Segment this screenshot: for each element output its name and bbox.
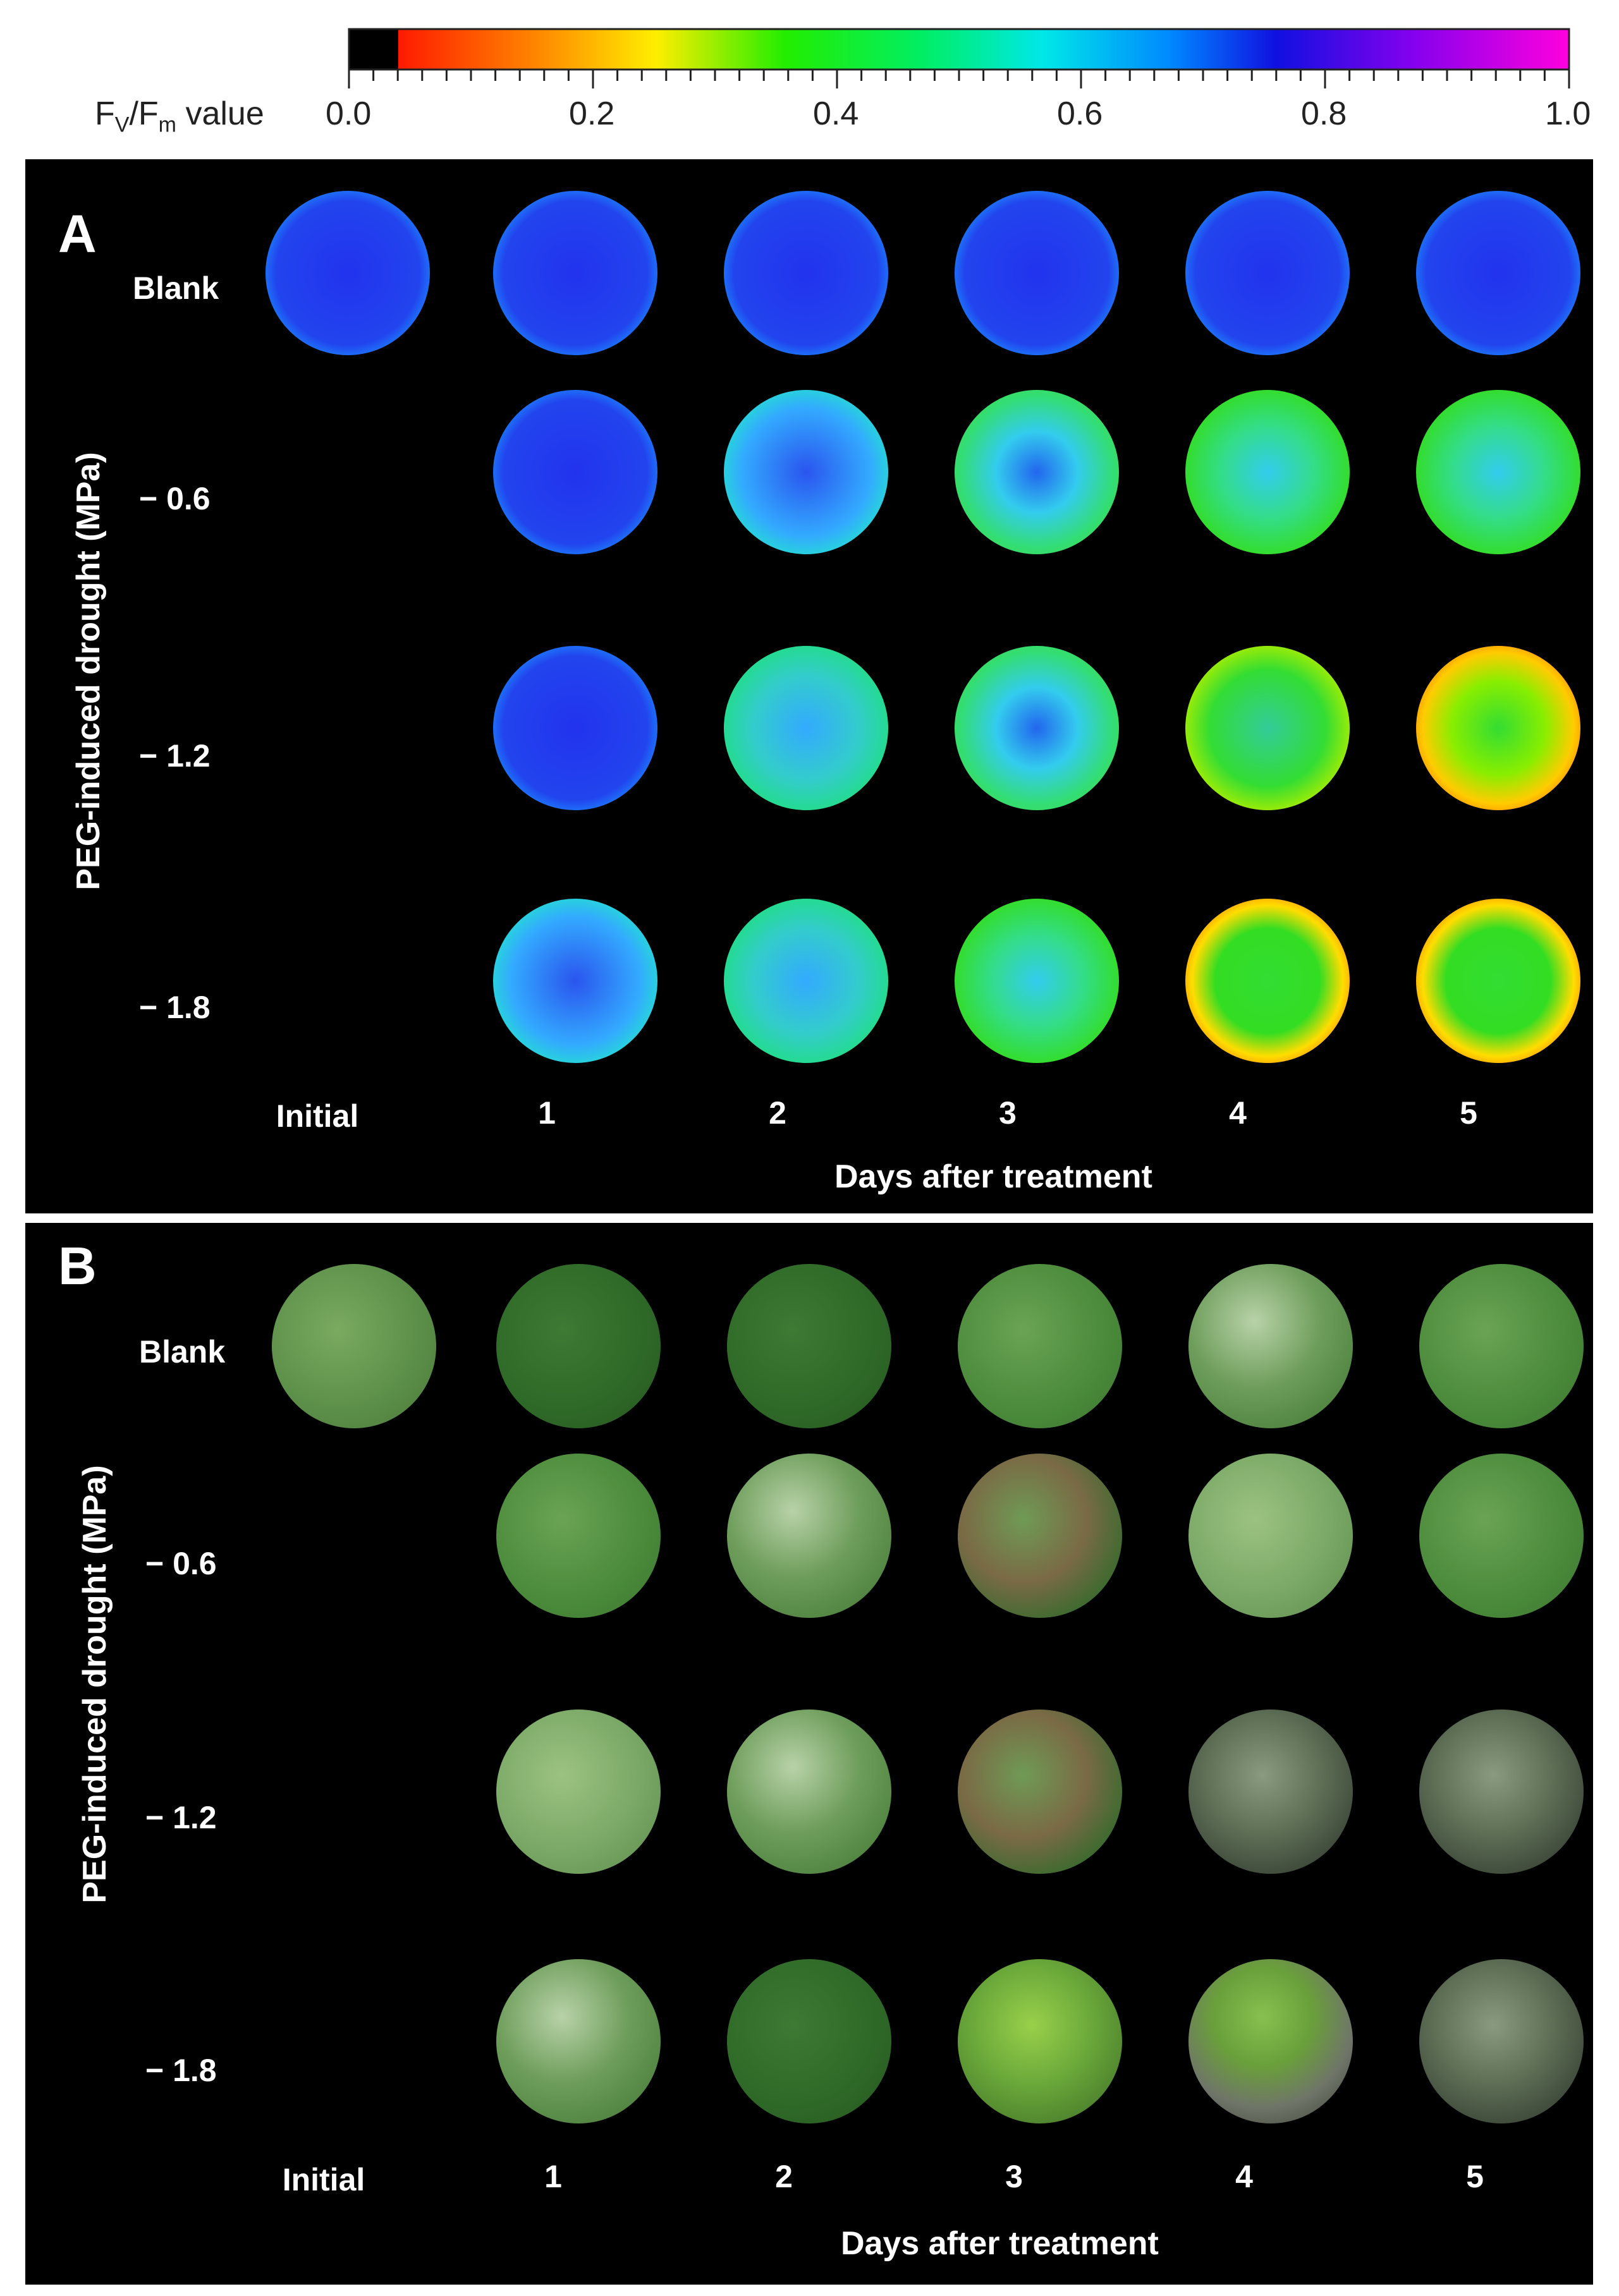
row-label: Blank [139,1334,226,1370]
photo-leaf-disc [727,1710,891,1874]
photo-leaf-disc [272,1264,436,1428]
fluorescence-leaf-disc [1185,390,1350,554]
photo-leaf-disc [727,1264,891,1428]
photo-leaf-disc [496,1959,661,2123]
column-label: 1 [544,2159,562,2194]
fluorescence-leaf-disc [493,191,657,355]
row-label: − 0.6 [145,1546,217,1581]
photo-leaf-disc [958,1959,1122,2123]
photo-leaf-disc [1419,1264,1584,1428]
panel-a-fluorescence: A PEG-induced drought (MPa) Blank − 0.6 … [25,159,1593,1213]
column-label: 5 [1466,2159,1484,2194]
fluorescence-leaf-disc [1185,646,1350,810]
photo-leaf-disc [1188,1454,1353,1618]
photo-leaf-disc [1188,1264,1353,1428]
fluorescence-leaf-disc [955,390,1119,554]
fluorescence-leaf-disc [724,899,888,1063]
y-axis-title: PEG-induced drought (MPa) [70,452,107,890]
photo-leaf-disc [958,1264,1122,1428]
row-label: − 1.2 [145,1800,217,1835]
colorbar-tick-label: 0.4 [813,95,859,132]
photo-leaf-disc [727,1959,891,2123]
column-label: 4 [1229,1095,1247,1131]
column-label: 3 [999,1095,1017,1131]
row-label: − 1.8 [139,990,211,1025]
photo-leaf-disc [727,1454,891,1618]
column-label: 1 [538,1095,556,1131]
column-label: 4 [1235,2159,1253,2194]
x-axis-title: Days after treatment [841,2225,1159,2262]
panel-letter: B [58,1236,97,1296]
row-label: − 1.2 [139,738,211,774]
colorbar-graphic [348,28,1570,88]
fluorescence-leaf-disc [955,899,1119,1063]
colorbar-tick-label: 1.0 [1545,95,1591,132]
photo-leaf-disc [496,1454,661,1618]
colorbar-tick-label: 0.0 [326,95,372,132]
column-label: 3 [1005,2159,1023,2194]
fluorescence-leaf-disc [1416,899,1580,1063]
fluorescence-leaf-disc [724,390,888,554]
colorbar-title: FV/Fm value [95,95,264,137]
row-label: − 0.6 [139,481,211,516]
photo-leaf-disc [1188,1959,1353,2123]
fluorescence-leaf-disc [1416,191,1580,355]
fluorescence-leaf-disc [1185,899,1350,1063]
photo-leaf-disc [1419,1959,1584,2123]
column-label: 5 [1460,1095,1477,1131]
panel-letter: A [58,204,97,264]
fluorescence-leaf-disc [1416,390,1580,554]
panel-b-photographs: B PEG-induced drought (MPa) Blank − 0.6 … [25,1223,1593,2285]
photo-leaf-disc [496,1264,661,1428]
colorbar-tick-label: 0.2 [569,95,615,132]
colorbar-tick-label: 0.6 [1057,95,1103,132]
fluorescence-leaf-disc [493,390,657,554]
column-label: 2 [775,2159,793,2194]
column-label: 2 [769,1095,786,1131]
fluorescence-leaf-disc [955,646,1119,810]
photo-leaf-disc [958,1710,1122,1874]
fvfm-colorbar: FV/Fm value 0.0 0.2 0.4 0.6 0.8 1.0 [0,0,1619,158]
fluorescence-leaf-disc [1416,646,1580,810]
photo-leaf-disc [1419,1454,1584,1618]
photo-leaf-disc [1419,1710,1584,1874]
fluorescence-leaf-disc [955,191,1119,355]
photo-leaf-disc [1188,1710,1353,1874]
y-axis-title: PEG-induced drought (MPa) [76,1465,113,1904]
colorbar-tick-label: 0.8 [1301,95,1347,132]
fluorescence-leaf-disc [1185,191,1350,355]
fluorescence-leaf-disc [724,191,888,355]
column-label: Initial [276,1098,359,1134]
x-axis-title: Days after treatment [834,1158,1152,1195]
photo-leaf-disc [496,1710,661,1874]
row-label: Blank [133,270,219,306]
photo-leaf-disc [958,1454,1122,1618]
column-label: Initial [282,2162,365,2197]
fluorescence-leaf-disc [724,646,888,810]
row-label: − 1.8 [145,2053,217,2088]
fluorescence-leaf-disc [266,191,430,355]
fluorescence-leaf-disc [493,646,657,810]
fluorescence-leaf-disc [493,899,657,1063]
